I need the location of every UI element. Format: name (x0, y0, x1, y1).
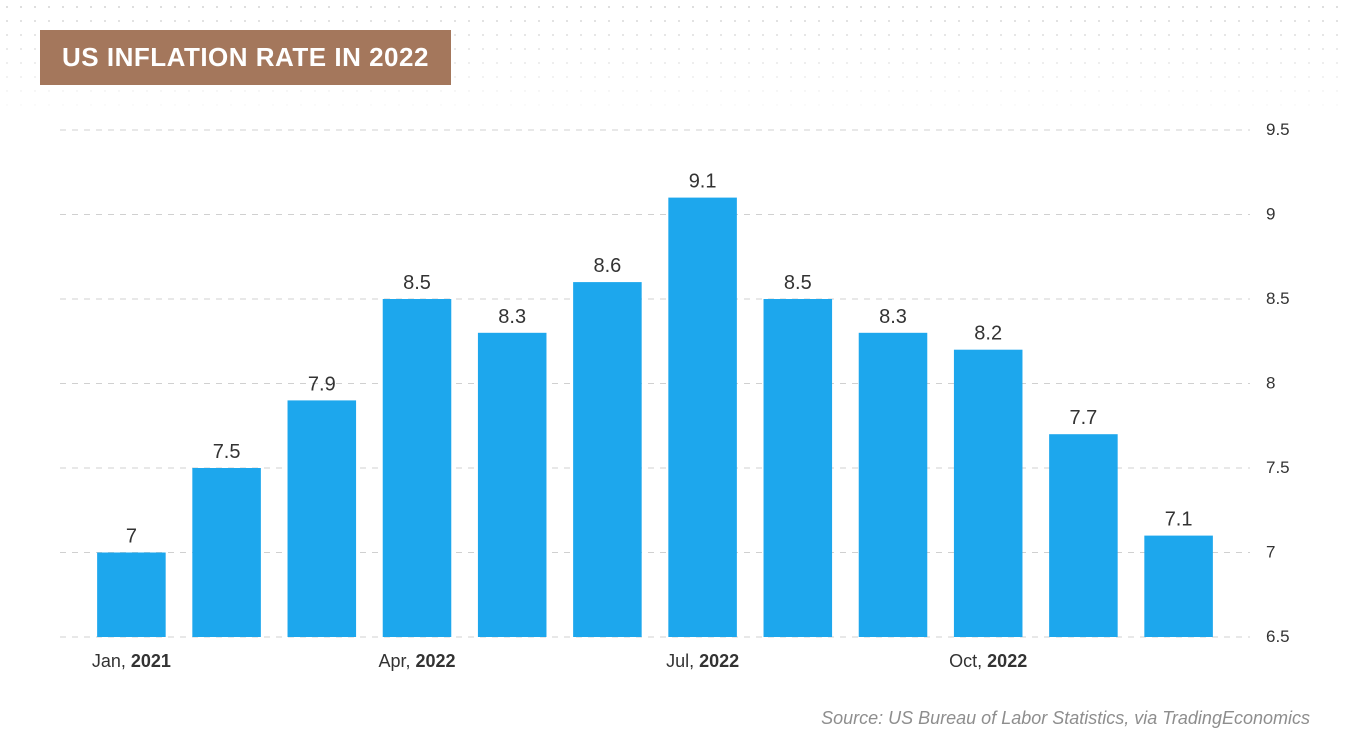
x-axis-label: Oct, 2022 (949, 651, 1027, 671)
y-axis-label: 8 (1266, 374, 1275, 393)
bar (859, 333, 928, 637)
x-axis-label: Jul, 2022 (666, 651, 739, 671)
bar-value-label: 8.5 (784, 272, 812, 294)
bar (478, 333, 547, 637)
bar-value-label: 8.6 (593, 255, 621, 277)
y-axis-label: 7 (1266, 543, 1275, 562)
bar-value-label: 8.2 (974, 323, 1002, 345)
bar (383, 299, 452, 637)
chart-title-text: US INFLATION RATE IN 2022 (62, 42, 429, 72)
bar-value-label: 7 (126, 526, 137, 548)
x-axis-label: Jan, 2021 (92, 651, 171, 671)
bar-value-label: 8.5 (403, 272, 431, 294)
bar (764, 299, 833, 637)
source-text: Source: US Bureau of Labor Statistics, v… (821, 708, 1310, 728)
bar (954, 350, 1023, 637)
bar-value-label: 8.3 (498, 306, 526, 328)
bar-value-label: 7.7 (1069, 407, 1097, 429)
bar (1144, 536, 1213, 637)
bar (192, 468, 261, 637)
bar-value-label: 8.3 (879, 306, 907, 328)
chart-title-badge: US INFLATION RATE IN 2022 (40, 30, 451, 85)
bar (288, 400, 357, 637)
y-axis-label: 9 (1266, 205, 1275, 224)
bar-value-label: 7.9 (308, 373, 336, 395)
y-axis-label: 8.5 (1266, 289, 1290, 308)
chart-container: 6.5 7 7.5 8 8.5 9 9.5 7 7.5 7.9 8.5 8.3 8.6 9.1 8.5 8.3… (40, 120, 1310, 687)
y-axis-label: 6.5 (1266, 627, 1290, 646)
source-attribution: Source: US Bureau of Labor Statistics, v… (821, 708, 1310, 729)
bar-value-label: 7.5 (213, 441, 241, 463)
y-axis-label: 7.5 (1266, 458, 1290, 477)
x-axis-label: Apr, 2022 (378, 651, 455, 671)
y-axis-label: 9.5 (1266, 120, 1290, 139)
bar (573, 282, 642, 637)
bar-value-label: 9.1 (689, 171, 717, 193)
bar (1049, 434, 1118, 637)
bar-value-label: 7.1 (1165, 509, 1193, 531)
bar-chart: 6.5 7 7.5 8 8.5 9 9.5 7 7.5 7.9 8.5 8.3 8.6 9.1 8.5 8.3… (40, 120, 1310, 687)
bar (668, 198, 737, 637)
bar (97, 553, 166, 638)
